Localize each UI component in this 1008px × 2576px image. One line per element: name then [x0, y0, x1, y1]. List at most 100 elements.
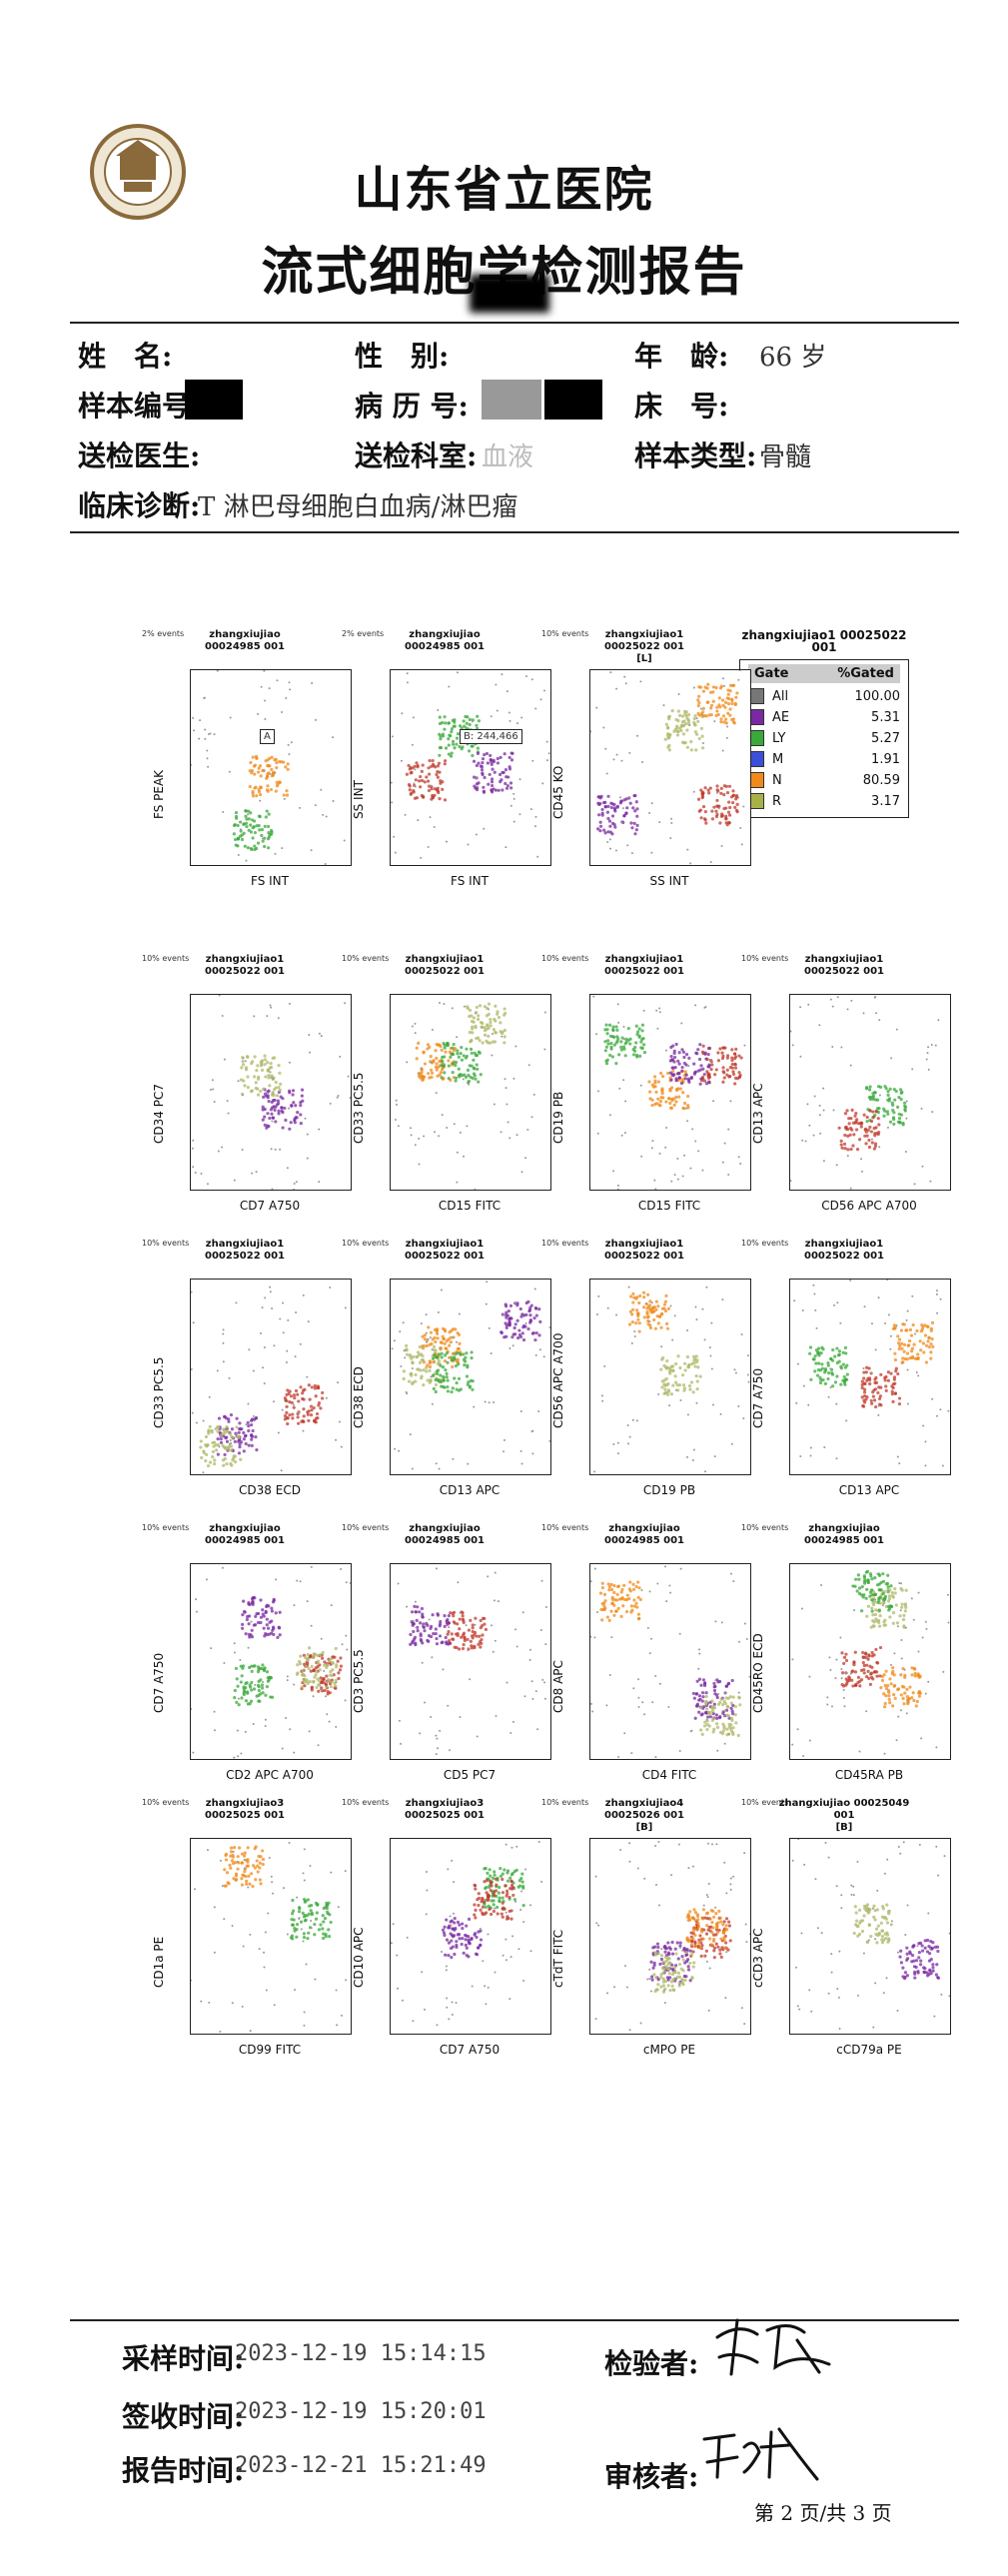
event-dot	[900, 1605, 904, 1609]
event-dot	[505, 1892, 509, 1896]
event-dot	[700, 1691, 705, 1695]
sample-type-value: 骨髓	[759, 442, 812, 472]
event-dot	[432, 764, 436, 768]
event-dot	[534, 1313, 538, 1317]
event-dot	[873, 1380, 877, 1385]
event-dot	[738, 1703, 742, 1707]
event-dot	[534, 1353, 537, 1356]
event-dot	[466, 1382, 470, 1386]
event-dot	[229, 1461, 233, 1466]
event-dot	[267, 1912, 270, 1915]
event-dot	[849, 1064, 852, 1067]
event-dot	[315, 1411, 320, 1416]
event-dot	[467, 1649, 470, 1652]
event-dot	[445, 1375, 449, 1379]
event-dot	[252, 1369, 255, 1372]
event-dot	[306, 1658, 310, 1662]
event-dot	[809, 1446, 812, 1449]
event-dot	[219, 1437, 223, 1441]
event-dot	[435, 1329, 439, 1333]
event-dot	[722, 1076, 726, 1080]
event-dot	[671, 1368, 675, 1372]
event-dot	[917, 1694, 921, 1698]
event-dot	[501, 1915, 504, 1919]
event-dot	[913, 1674, 917, 1678]
event-dot	[470, 1064, 474, 1068]
event-dot	[303, 2011, 306, 2014]
redacted-record-no-a	[482, 380, 541, 420]
event-dot	[267, 812, 271, 816]
event-dot	[483, 1900, 487, 1904]
event-dot	[288, 1841, 291, 1844]
event-dot	[604, 747, 607, 750]
y-axis-label: FS PEAK	[152, 769, 166, 819]
event-dot	[443, 1003, 446, 1006]
event-dot	[318, 1668, 322, 1672]
event-dot	[927, 1068, 930, 1071]
event-dot	[910, 1673, 914, 1677]
event-dot	[439, 1340, 443, 1344]
event-dot	[721, 1931, 726, 1935]
event-dot	[537, 1333, 541, 1337]
event-dot	[237, 1703, 241, 1707]
event-dot	[253, 830, 258, 835]
event-dot	[233, 1688, 237, 1693]
event-dot	[681, 732, 686, 736]
event-dot	[927, 1046, 930, 1049]
event-dot	[935, 1746, 938, 1749]
event-dot	[884, 1694, 888, 1698]
event-dot	[726, 711, 730, 715]
event-dot	[456, 1181, 459, 1184]
event-dot	[271, 1056, 275, 1060]
event-dot	[702, 1724, 707, 1728]
event-dot	[704, 1082, 709, 1086]
event-dot	[842, 1661, 846, 1665]
event-dot	[598, 820, 602, 824]
event-dot	[496, 756, 500, 761]
event-dot	[271, 1625, 276, 1629]
event-dot	[627, 1286, 630, 1288]
event-dot	[891, 1108, 895, 1113]
event-dot	[841, 1671, 845, 1675]
event-dot	[615, 687, 618, 690]
event-dot	[252, 1687, 257, 1691]
event-dot	[457, 1067, 461, 1071]
event-dot	[479, 1625, 483, 1630]
event-dot	[640, 1589, 643, 1592]
event-dot	[694, 1692, 698, 1696]
event-dot	[325, 1674, 329, 1678]
event-dot	[313, 1922, 317, 1927]
event-dot	[489, 1017, 493, 1022]
event-dot	[834, 1677, 837, 1680]
event-dot	[266, 1626, 271, 1630]
event-dot	[648, 1590, 651, 1593]
event-dot	[854, 1128, 859, 1132]
event-dot	[526, 1129, 529, 1132]
event-dot	[686, 848, 689, 851]
event-dot	[216, 1429, 220, 1433]
event-dot	[497, 788, 501, 792]
event-dot	[878, 1595, 883, 1599]
event-dot	[699, 1077, 703, 1081]
event-dot	[440, 1351, 444, 1355]
event-dot	[248, 784, 252, 789]
event-dot	[653, 1951, 657, 1955]
event-dot	[343, 839, 346, 842]
event-dot	[458, 724, 463, 728]
event-dot	[435, 1042, 439, 1047]
event-dot	[649, 1975, 654, 1979]
event-dot	[877, 1413, 880, 1416]
event-dot	[904, 1626, 907, 1629]
event-dot	[608, 1034, 613, 1038]
event-dot	[642, 1043, 646, 1047]
event-dot	[698, 1697, 702, 1701]
event-dot	[443, 1341, 447, 1345]
event-dot	[876, 1572, 879, 1575]
event-dot	[686, 713, 691, 717]
event-dot	[835, 1346, 839, 1350]
event-dot	[604, 1062, 609, 1066]
event-dot	[868, 1590, 873, 1594]
event-dot	[300, 1928, 303, 1931]
event-dot	[418, 1163, 421, 1166]
event-dot	[499, 755, 503, 759]
